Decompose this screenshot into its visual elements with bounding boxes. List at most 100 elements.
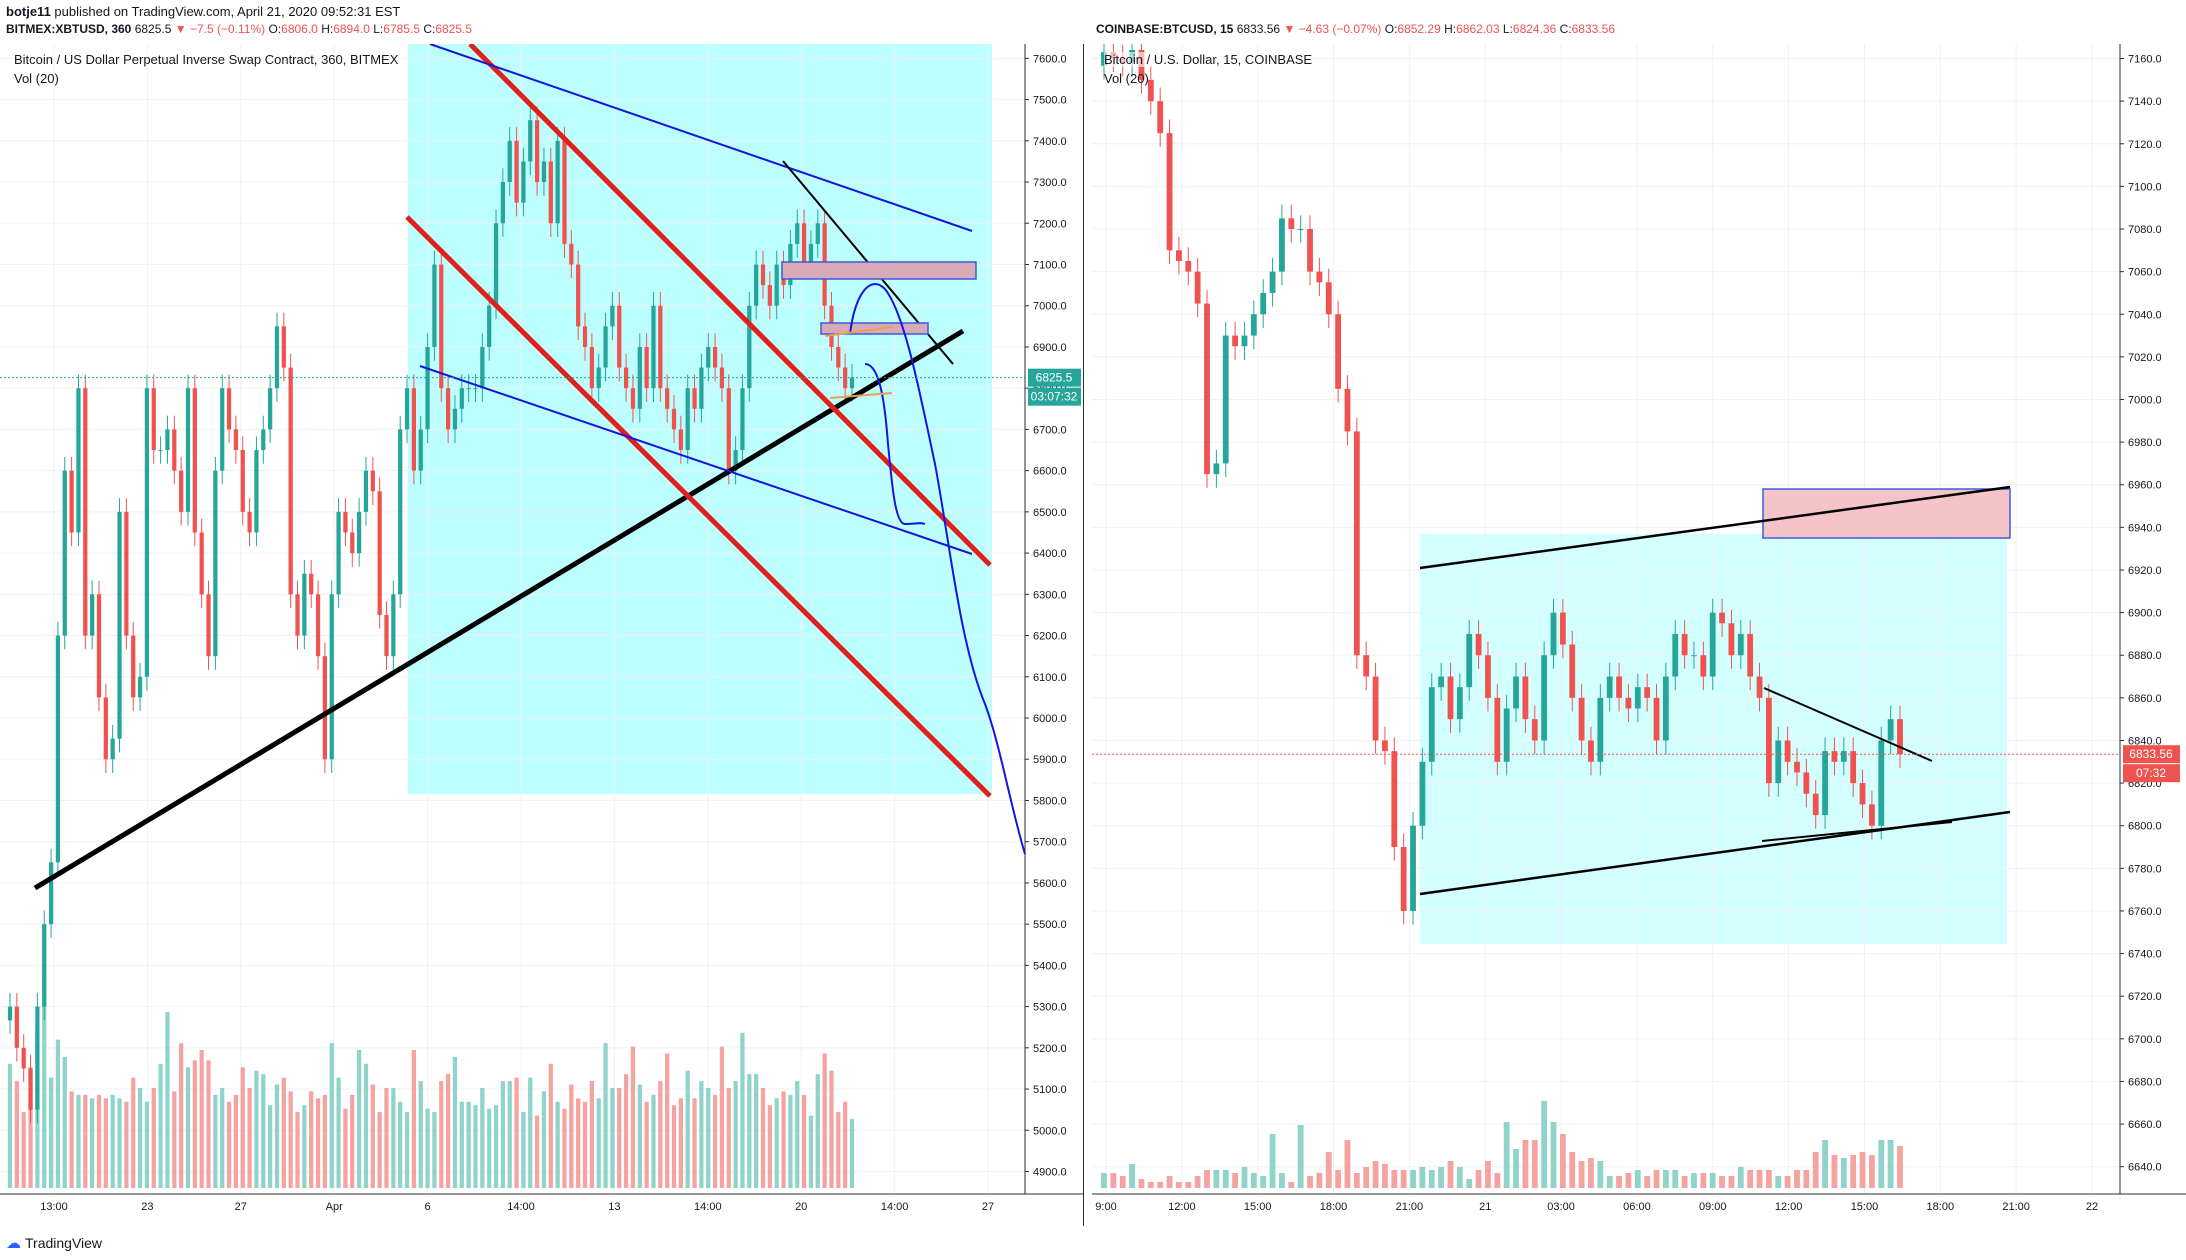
candle-body <box>322 656 328 760</box>
candle-body <box>131 635 136 698</box>
volume-bar <box>404 1112 410 1188</box>
supply-zone-upper[interactable] <box>781 261 977 280</box>
drawings-layer-right[interactable] <box>1419 485 2011 896</box>
volume-bar <box>678 1098 683 1188</box>
y-tick-label: 6700.0 <box>2128 1034 2162 1046</box>
volume-bar <box>1700 1173 1707 1188</box>
volume-bars-right <box>1101 1101 1903 1188</box>
y-tick-label: 7060.0 <box>2128 267 2162 279</box>
projection-curve-outer[interactable] <box>849 283 1026 855</box>
price-axis[interactable]: 4900.0 5000.0 5100.0 5200.0 5300.0 5400.0 5500… <box>1025 53 1067 1179</box>
drawings-layer[interactable] <box>33 44 1026 891</box>
candle-body <box>1644 687 1651 698</box>
candle-body <box>1232 335 1239 347</box>
volume-bar <box>1307 1176 1313 1188</box>
volume-bar <box>1466 1179 1473 1188</box>
candle-body <box>623 367 629 389</box>
orange-marker-lower[interactable] <box>829 392 893 399</box>
volume-bar <box>808 1115 814 1188</box>
candle-body <box>548 161 553 224</box>
descending-trend-line-right[interactable] <box>1763 687 1933 762</box>
candle-body <box>1428 687 1435 762</box>
projection-curve-inner[interactable] <box>864 363 926 526</box>
red-channel-lower[interactable] <box>405 215 992 798</box>
volume-bar <box>1822 1140 1828 1188</box>
time-axis-right[interactable]: 9:00 12:00 15:00 18:00 21:00 21 03:00 06:00 09:0… <box>1095 1201 2098 1213</box>
y-tick-label: 5400.0 <box>1033 960 1067 972</box>
volume-label-bitmex: Vol (20) <box>14 71 59 86</box>
candle-body <box>1606 676 1613 698</box>
candle-body <box>1522 676 1529 720</box>
candle-body <box>343 511 348 533</box>
candle-body <box>1597 697 1604 762</box>
candle-body <box>1831 751 1838 762</box>
volume-bar <box>541 1091 547 1188</box>
candle-body <box>356 511 362 554</box>
candle-body <box>493 223 499 306</box>
volume-bar <box>665 1053 670 1188</box>
channel-upper-line[interactable] <box>1419 485 2011 570</box>
candle-body <box>1382 740 1388 752</box>
x-tick-label: 27 <box>235 1201 247 1213</box>
y-tick-label: 7080.0 <box>2128 224 2162 236</box>
supply-zone-right[interactable] <box>1762 488 2011 539</box>
volume-bar <box>1344 1140 1351 1188</box>
black-trend-line[interactable] <box>33 328 965 891</box>
volume-bar <box>1681 1176 1688 1188</box>
candle-body <box>254 450 259 533</box>
blue-channel-upper[interactable] <box>429 44 973 232</box>
volume-bar <box>733 1081 738 1188</box>
chart-pane-bitmex[interactable]: 4900.0 5000.0 5100.0 5200.0 5300.0 5400.0 5500… <box>0 44 1084 1226</box>
candle-body <box>589 346 594 389</box>
x-tick-label: 15:00 <box>1244 1201 1272 1213</box>
orange-marker-upper[interactable] <box>824 326 894 337</box>
time-axis[interactable]: 13:00 23 27 Apr 6 14:00 13 14:00 20 14:00 27 <box>40 1201 994 1213</box>
price-axis-right[interactable]: 6640.0 6660.0 6680.0 6700.0 6720.0 6740.0 6760… <box>2120 54 2162 1174</box>
support-line-right[interactable] <box>1761 821 1953 842</box>
blue-channel-lower[interactable] <box>419 365 973 555</box>
candle-body <box>815 223 820 244</box>
candle-body <box>1794 761 1800 773</box>
candle-body <box>760 264 766 286</box>
volume-bar <box>1513 1149 1519 1188</box>
chart-svg-coinbase[interactable]: 6640.0 6660.0 6680.0 6700.0 6720.0 6740.0 6760… <box>1092 44 2186 1226</box>
volume-bar <box>487 1108 492 1188</box>
x-tick-label: 14:00 <box>881 1201 909 1213</box>
volume-bar <box>1363 1167 1370 1188</box>
volume-bar <box>185 1067 191 1188</box>
candle-body <box>452 408 458 430</box>
volume-bar <box>740 1032 745 1188</box>
candle-body <box>192 388 197 533</box>
volume-bar <box>1260 1176 1267 1188</box>
volume-bar <box>1456 1167 1463 1188</box>
candle-body <box>281 326 286 368</box>
chart-pane-coinbase[interactable]: 6640.0 6660.0 6680.0 6700.0 6720.0 6740.0 6760… <box>1092 44 2186 1226</box>
tradingview-cloud-icon: ☁ <box>6 1235 21 1252</box>
y-tick-label: 7000.0 <box>2128 394 2162 406</box>
volume-bar <box>220 1087 225 1188</box>
candle-body <box>466 388 471 390</box>
candle-body <box>1335 314 1342 389</box>
candle-body <box>226 388 232 430</box>
candle-body <box>1859 783 1866 805</box>
channel-highlight-zone[interactable] <box>408 44 992 794</box>
volume-bar <box>829 1070 834 1188</box>
volume-bar <box>363 1063 369 1188</box>
y-tick-label: 5500.0 <box>1033 919 1067 931</box>
chart-svg-bitmex[interactable]: 4900.0 5000.0 5100.0 5200.0 5300.0 5400.0 5500… <box>0 44 1083 1226</box>
candle-body <box>124 511 129 636</box>
volume-bar <box>384 1087 389 1188</box>
volume-bar <box>48 1077 54 1188</box>
y-tick-label: 6960.0 <box>2128 480 2162 492</box>
volume-bar <box>370 1084 375 1188</box>
author-name[interactable]: botje11 <box>6 4 51 19</box>
red-channel-upper[interactable] <box>468 44 992 567</box>
candle-body <box>1194 271 1201 304</box>
candle-body <box>767 285 772 306</box>
candle-body <box>1887 719 1894 741</box>
tradingview-logo[interactable]: ☁ TradingView <box>6 1234 102 1252</box>
channel-highlight-zone-right[interactable] <box>1420 534 2007 944</box>
volume-bar <box>1634 1170 1641 1188</box>
candle-body <box>1503 708 1510 762</box>
y-tick-label: 7100.0 <box>2128 181 2162 193</box>
